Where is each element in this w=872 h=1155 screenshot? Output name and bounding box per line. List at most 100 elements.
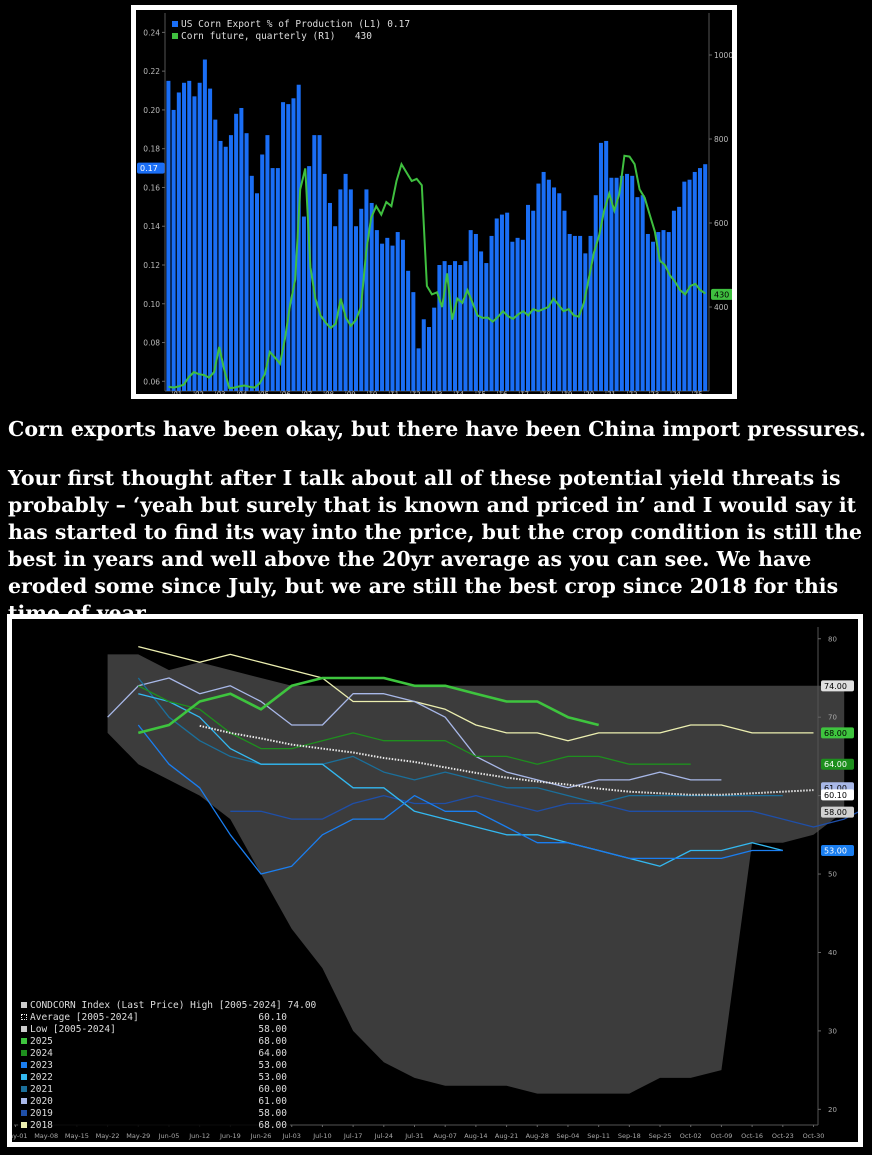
export-bar bbox=[525, 204, 531, 391]
export-bar bbox=[182, 82, 187, 392]
export-bar bbox=[703, 164, 708, 391]
export-bar bbox=[572, 235, 577, 391]
export-bar bbox=[307, 166, 312, 391]
export-bar bbox=[187, 80, 192, 391]
export-bar bbox=[463, 261, 468, 391]
x-tick-label: Sep-04 bbox=[557, 1132, 580, 1140]
export-bar bbox=[494, 218, 499, 391]
x-tick-label: '25 bbox=[692, 390, 703, 394]
legend-entry-2024: 2024 64.00 bbox=[21, 1047, 287, 1059]
legend-label-average: Average [2005-2024] bbox=[30, 1011, 139, 1023]
export-bar bbox=[390, 245, 395, 391]
export-bar bbox=[593, 195, 598, 391]
export-bar bbox=[322, 173, 327, 391]
legend-entry-2018: 2018 68.00 bbox=[21, 1119, 287, 1131]
export-bar bbox=[400, 239, 405, 391]
x-tick-label: Aug-07 bbox=[434, 1132, 457, 1140]
legend-swatch-average bbox=[21, 1014, 27, 1020]
x-tick-label: '23 bbox=[648, 390, 659, 394]
x-tick-label: May-15 bbox=[65, 1132, 89, 1140]
export-bar bbox=[520, 239, 525, 391]
legend-swatch-corn-export bbox=[172, 21, 178, 27]
export-bar bbox=[531, 210, 536, 391]
export-bar bbox=[458, 265, 463, 391]
x-tick-label: May-22 bbox=[96, 1132, 120, 1140]
body-paragraph: Your first thought after I talk about al… bbox=[8, 466, 863, 625]
export-chart-canvas: 0.06 0.08 0.10 0.12 0.14 0.16 0.18 0.20 0.22 0.24… bbox=[137, 13, 732, 394]
export-bar bbox=[208, 88, 213, 391]
export-bar bbox=[442, 261, 447, 391]
series-line-average bbox=[199, 724, 814, 796]
caption-text: Corn exports have been okay, but there h… bbox=[8, 417, 867, 441]
right-tick-label: 1000 bbox=[714, 51, 732, 60]
legend-label-high: CONDCORN Index (Last Price) High [2005-2… bbox=[30, 999, 282, 1011]
legend-value-2023: 53.00 bbox=[258, 1059, 287, 1071]
left-tick-label: 0.12 bbox=[143, 261, 160, 270]
export-bar bbox=[598, 142, 603, 391]
x-tick-label: '13 bbox=[432, 390, 443, 394]
export-bar bbox=[265, 135, 270, 391]
export-bar bbox=[604, 140, 609, 391]
export-bar bbox=[380, 243, 385, 391]
export-bar bbox=[192, 96, 197, 391]
value-tag-74-00-bg bbox=[821, 680, 854, 692]
legend-value-high: 74.00 bbox=[287, 999, 317, 1011]
x-tick-label: '21 bbox=[605, 390, 616, 394]
export-bar bbox=[411, 292, 416, 391]
legend-entry-average: Average [2005-2024] 60.10 bbox=[21, 1011, 287, 1023]
x-tick-label: '18 bbox=[540, 390, 551, 394]
legend-entry-2019: 2019 58.00 bbox=[21, 1107, 287, 1119]
x-tick-label: Oct-30 bbox=[803, 1132, 825, 1140]
legend-swatch-high bbox=[21, 1002, 27, 1008]
x-tick-label: Sep-11 bbox=[587, 1132, 610, 1140]
series-line-2020 bbox=[107, 677, 722, 789]
left-tick-label: 0.06 bbox=[143, 377, 160, 386]
export-bar bbox=[426, 327, 431, 391]
export-bar bbox=[562, 210, 567, 391]
value-tag-58-00-bg bbox=[821, 806, 854, 818]
right-tick-label: 800 bbox=[714, 135, 729, 144]
value-tag-60-10-bg bbox=[821, 789, 854, 801]
export-bar bbox=[354, 226, 359, 391]
export-bar bbox=[645, 233, 650, 391]
left-tick-label: 0.22 bbox=[143, 67, 160, 76]
export-bar bbox=[202, 59, 207, 392]
value-tag-60-10: 60.10 bbox=[824, 791, 847, 800]
export-bar bbox=[239, 107, 244, 391]
x-tick-label: '14 bbox=[453, 390, 464, 394]
export-bar bbox=[499, 214, 504, 391]
legend-label-2021: 2021 bbox=[30, 1083, 53, 1095]
export-bar bbox=[510, 241, 515, 391]
export-bar bbox=[640, 195, 645, 391]
export-bar bbox=[348, 189, 353, 391]
x-tick-label: '19 bbox=[562, 390, 573, 394]
export-bar bbox=[416, 348, 421, 391]
value-tag-64-00: 64.00 bbox=[824, 760, 847, 769]
export-bar bbox=[583, 253, 588, 391]
x-tick-label: Jul-10 bbox=[312, 1132, 331, 1140]
x-tick-label: '20 bbox=[583, 390, 594, 394]
export-bar bbox=[479, 251, 484, 391]
export-bar bbox=[327, 202, 332, 391]
x-tick-label: Jul-24 bbox=[374, 1132, 393, 1140]
legend-label-2025: 2025 bbox=[30, 1035, 53, 1047]
x-tick-label: '24 bbox=[670, 390, 681, 394]
left-tick-label: 0.20 bbox=[143, 106, 160, 115]
y-tick-label: 20 bbox=[828, 1106, 837, 1114]
export-bar bbox=[223, 146, 228, 391]
export-bar bbox=[369, 202, 374, 391]
x-tick-label: Jul-17 bbox=[343, 1132, 362, 1140]
legend-swatch-2018 bbox=[21, 1122, 27, 1128]
export-bar bbox=[432, 307, 437, 391]
legend-label-2020: 2020 bbox=[30, 1095, 53, 1107]
export-bar bbox=[697, 168, 702, 391]
export-bar bbox=[364, 189, 369, 391]
y-tick-label: 80 bbox=[828, 635, 837, 643]
legend-entry-2025: 2025 68.00 bbox=[21, 1035, 287, 1047]
x-tick-label: Jun-12 bbox=[188, 1132, 210, 1140]
x-tick-label: Sep-18 bbox=[618, 1132, 641, 1140]
x-tick-label: Jun-19 bbox=[219, 1132, 241, 1140]
export-bar bbox=[260, 154, 265, 391]
x-tick-label: Jun-05 bbox=[158, 1132, 180, 1140]
export-bar bbox=[228, 135, 233, 391]
